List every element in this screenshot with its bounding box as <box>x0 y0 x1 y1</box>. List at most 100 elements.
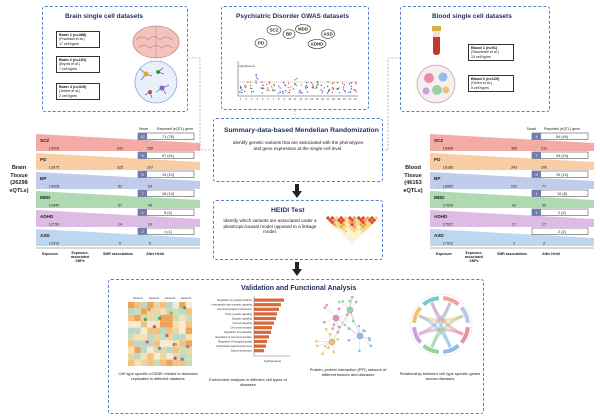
manhattan-point <box>244 84 246 87</box>
ppi-edge <box>335 317 361 337</box>
ppi-node <box>332 323 336 327</box>
heatmap-cell <box>140 327 148 334</box>
heatmap-cell <box>153 353 160 360</box>
ppi-node <box>348 299 351 303</box>
heatmap-cell <box>179 308 186 315</box>
heatmap-cell <box>128 340 135 347</box>
brain-reported-header: Reported (eQTL) gene <box>157 127 194 131</box>
tissue-smr-count: 17 <box>512 223 516 227</box>
manhattan-point <box>305 84 307 87</box>
chromosome-tick: 10 <box>288 97 291 101</box>
ppi-node <box>345 313 349 316</box>
manhattan-point <box>306 86 309 88</box>
manhattan-point <box>317 83 319 86</box>
heatmap-cell <box>153 346 160 354</box>
enrichment-bar <box>254 303 281 307</box>
manhattan-point <box>326 92 329 94</box>
heatmap-cell <box>134 334 141 341</box>
manhattan-ylabel: Significance <box>239 64 256 68</box>
heatmap-cell <box>147 353 154 360</box>
manhattan-point <box>261 87 264 89</box>
tissue-row-name: SCZ <box>40 138 49 143</box>
enrichment-bar <box>254 321 274 325</box>
heatmap-cell <box>185 359 192 366</box>
disorder-mdd: MDD <box>298 27 308 32</box>
brain-dataset-1: Brain 1 (n=388) (Pradhani et al.) 17 cel… <box>56 31 100 48</box>
heatmap-cell <box>147 327 154 334</box>
manhattan-point <box>255 73 257 76</box>
manhattan-point <box>241 91 243 94</box>
blood-tissue-label: Blood Tissue (46163 eQTLs) <box>403 165 423 194</box>
manhattan-point <box>316 86 318 89</box>
tissue-novel-fill <box>138 190 147 197</box>
manhattan-point <box>294 82 296 85</box>
heatmap-marker <box>152 325 156 329</box>
manhattan-point <box>327 81 329 83</box>
tissue-exposure-count: 17815 <box>443 204 454 208</box>
manhattan-point <box>344 90 346 92</box>
heatmap-cell <box>153 308 160 315</box>
tissue-row-mdd: MDD 17815 42 39 1 10 (8) <box>430 189 594 208</box>
chromosome-tick: 17 <box>327 97 330 101</box>
tissue-row-band <box>430 229 594 246</box>
tissue-novel-fill <box>532 133 541 140</box>
tissue-row-name: BP <box>40 176 46 181</box>
enrichment-term: Cell-cell signaling <box>233 322 253 325</box>
tissue-reported-count: 19 (15) <box>556 173 569 177</box>
heatmap-cell <box>128 314 135 322</box>
tissue-heidi-count: 206 <box>541 166 547 170</box>
chord-segment <box>412 306 422 324</box>
tissue-exposure-count: 13028 <box>49 147 60 151</box>
heatmap-cell <box>179 353 186 360</box>
disorder-scz: SCZ <box>270 28 279 33</box>
tissue-smr-count: 6 <box>119 242 121 246</box>
enrichment-bar <box>254 335 269 339</box>
manhattan-point <box>290 86 292 88</box>
disorder-asd: ASD <box>323 32 332 37</box>
tissue-smr-count: 369 <box>511 147 517 151</box>
brain-footer-heidi: After Heidi <box>146 252 164 256</box>
tissue-reported-count: 1 (1) <box>164 230 173 234</box>
tissue-row-asd: ASD 17912 2 2 2 (2) <box>430 227 594 246</box>
ppi-node <box>337 307 341 311</box>
manhattan-point <box>260 87 262 89</box>
heatmap-cell <box>160 308 167 315</box>
manhattan-point <box>342 86 345 88</box>
tissue-row-name: ADHD <box>40 214 54 219</box>
heatmap-cell <box>153 327 160 334</box>
heatmap-cell <box>172 334 180 341</box>
tissue-smr-count: 341 <box>117 147 123 151</box>
manhattan-point <box>314 87 317 89</box>
heatmap-marker <box>169 311 173 315</box>
manhattan-point <box>295 84 297 87</box>
heatmap-cell <box>185 302 192 309</box>
tissue-row-band <box>36 210 200 227</box>
ppi-node <box>341 300 345 303</box>
tissue-reported-count: 2 (2) <box>558 230 567 234</box>
heatmap-column-label: Dataset4 <box>181 296 192 300</box>
smr-title: Summary-data-based Mendelian Randomizati… <box>224 127 379 134</box>
ppi-node <box>323 320 326 324</box>
manhattan-point <box>300 84 302 86</box>
tissue-row-name: ASD <box>40 233 50 238</box>
blood-dataset-2: Blood 2 (n=120) (Oelen et al.) 5 cell ty… <box>468 75 514 92</box>
chromosome-tick: 4 <box>256 97 258 101</box>
heatmap-cell <box>160 340 167 347</box>
arrow-smr-heidi-head <box>292 191 302 198</box>
heatmap-cell <box>147 321 154 328</box>
enrichment-bar <box>254 349 264 353</box>
manhattan-point <box>328 89 331 91</box>
enrichment-bar <box>254 312 277 316</box>
manhattan-point <box>354 81 357 84</box>
enrichment-bar <box>254 316 276 321</box>
manhattan-point <box>305 87 307 89</box>
heatmap-cell <box>140 340 148 347</box>
caption-heatmap: Cell type specific eGENE related to dise… <box>118 371 198 381</box>
tissue-reported-count: 8 (4) <box>164 211 173 215</box>
caption-chord: Relationship between cell type specific … <box>399 371 481 381</box>
manhattan-point <box>266 89 268 92</box>
tissue-row-adhd: ADHD 17627 17 17 1 2 (2) <box>430 208 594 227</box>
heatmap-cell <box>134 353 141 360</box>
chromosome-tick: 15 <box>316 97 319 101</box>
